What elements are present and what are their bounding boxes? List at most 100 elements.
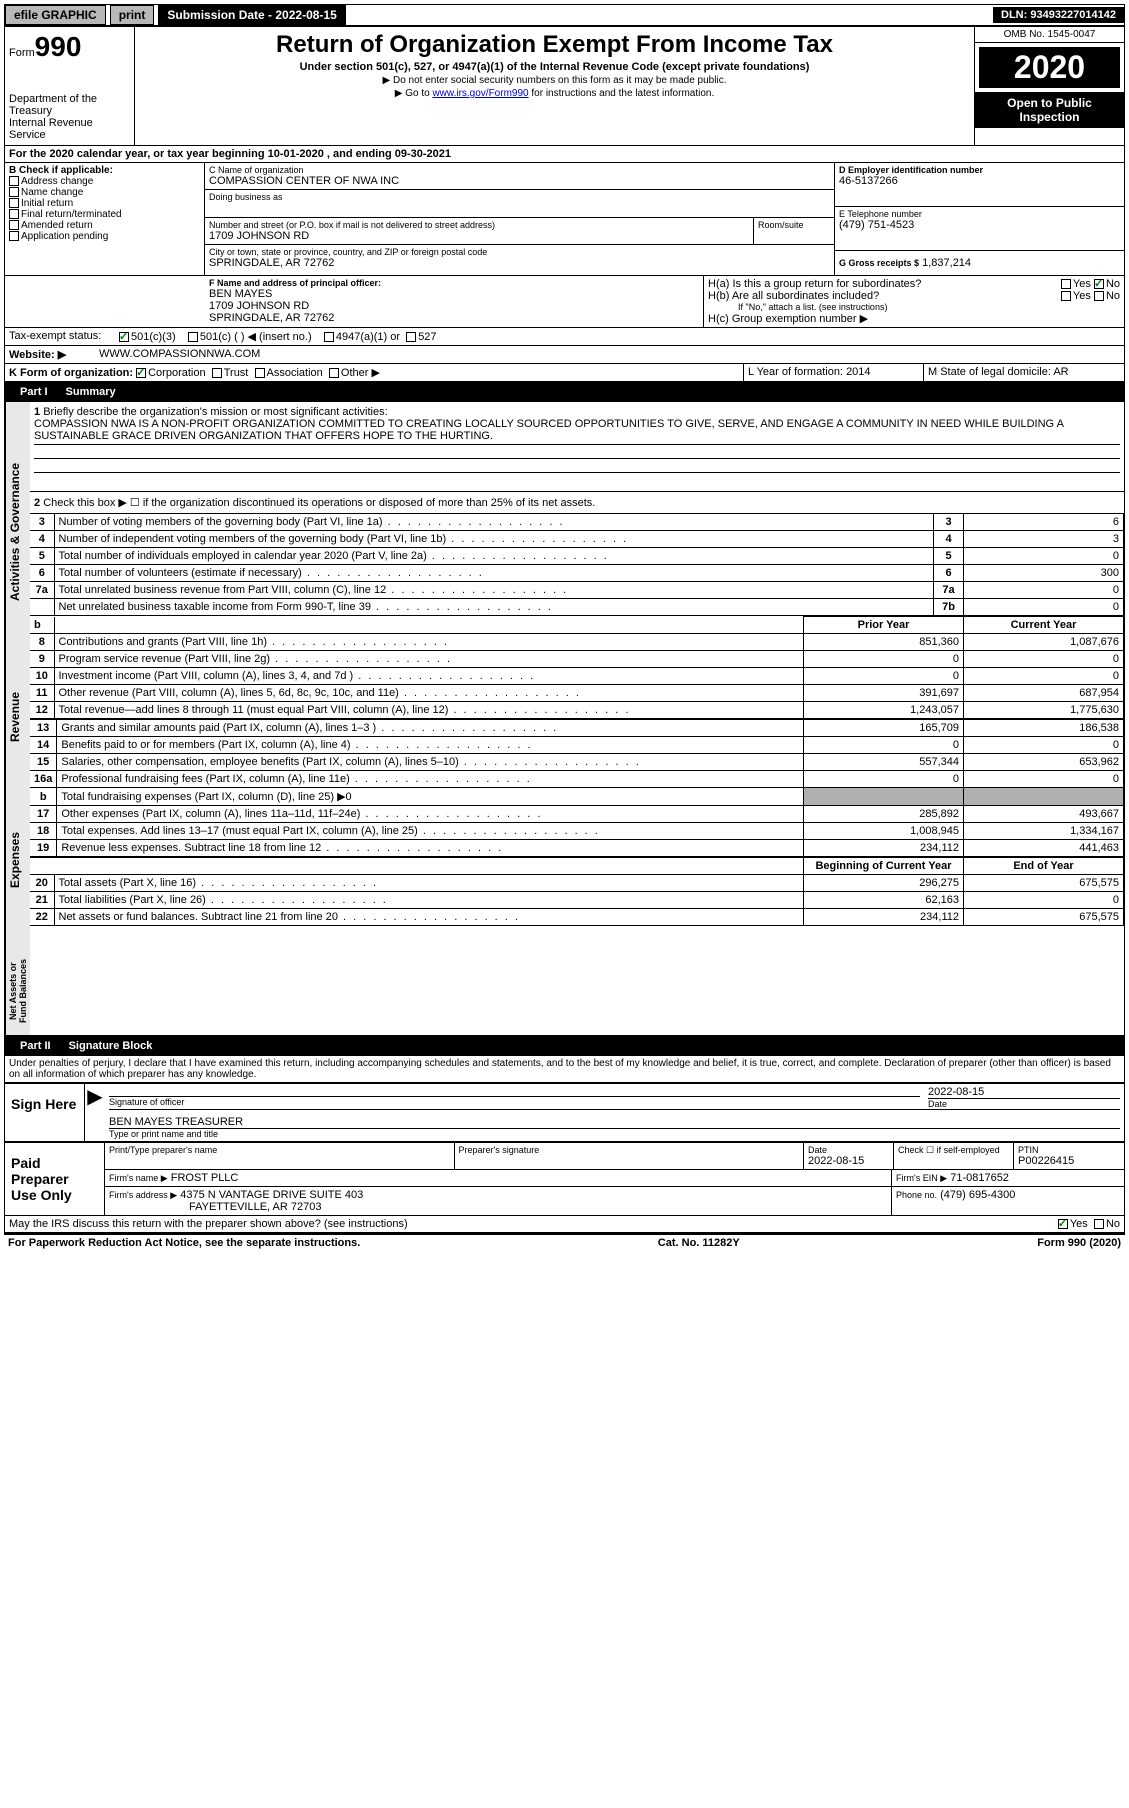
part1-title: Summary	[58, 384, 124, 400]
name-title-label: Type or print name and title	[109, 1128, 1120, 1139]
chk-address[interactable]	[9, 176, 19, 186]
j-label: Website: ▶	[5, 346, 95, 363]
chk-501c3[interactable]	[119, 332, 129, 342]
chk-corp[interactable]	[136, 368, 146, 378]
yes-label: Yes	[1070, 1218, 1088, 1230]
part2-box: Part II	[10, 1038, 61, 1054]
part2-title: Signature Block	[61, 1038, 161, 1054]
k-block: K Form of organization: Corporation Trus…	[5, 364, 744, 381]
ha-label: H(a) Is this a group return for subordin…	[708, 278, 921, 290]
c-name-label: C Name of organization	[209, 165, 830, 175]
j-row: Website: ▶ WWW.COMPASSIONNWA.COM	[4, 346, 1125, 364]
paid-label: Paid Preparer Use Only	[5, 1143, 105, 1215]
phone: (479) 751-4523	[839, 219, 1120, 231]
table-row: Net unrelated business taxable income fr…	[30, 599, 1124, 616]
table-row: 10Investment income (Part VIII, column (…	[30, 668, 1124, 685]
b-item: Address change	[21, 176, 93, 187]
chk-amended[interactable]	[9, 220, 19, 230]
opt: 527	[418, 331, 436, 343]
footer-mid: Cat. No. 11282Y	[658, 1237, 740, 1249]
firm-ein-label: Firm's EIN ▶	[896, 1173, 947, 1183]
form-subtitle: Under section 501(c), 527, or 4947(a)(1)…	[139, 61, 970, 73]
print-button[interactable]: print	[110, 5, 155, 25]
header-right: OMB No. 1545-0047 2020 Open to Public In…	[974, 27, 1124, 145]
m-block: M State of legal domicile: AR	[924, 364, 1124, 381]
i-row: Tax-exempt status: 501(c)(3) 501(c) ( ) …	[4, 328, 1125, 346]
table-row: 19Revenue less expenses. Subtract line 1…	[30, 840, 1124, 857]
opt: Trust	[224, 367, 249, 379]
e-label: E Telephone number	[839, 209, 1120, 219]
form-label: Form	[9, 47, 35, 59]
chk-trust[interactable]	[212, 368, 222, 378]
vlabel-activities: Activities & Governance	[5, 402, 30, 662]
table-row: 5Total number of individuals employed in…	[30, 548, 1124, 565]
topbar: efile GRAPHIC print Submission Date - 20…	[4, 4, 1125, 26]
form-title: Return of Organization Exempt From Incom…	[139, 31, 970, 59]
vlabel-net: Net Assets or Fund Balances	[5, 947, 30, 1035]
table-row: 21Total liabilities (Part X, line 26)62,…	[30, 892, 1124, 909]
ag-table: 3Number of voting members of the governi…	[30, 513, 1124, 616]
table-row: 14Benefits paid to or for members (Part …	[30, 737, 1124, 754]
ptin: P00226415	[1018, 1155, 1120, 1167]
form-id-box: Form990 Department of the Treasury Inter…	[5, 27, 135, 145]
i-label: Tax-exempt status:	[5, 328, 115, 345]
gross-receipts: 1,837,214	[922, 257, 971, 269]
chk-assoc[interactable]	[255, 368, 265, 378]
klm-row: K Form of organization: Corporation Trus…	[4, 364, 1125, 382]
chk-final[interactable]	[9, 209, 19, 219]
firm-name: FROST PLLC	[171, 1172, 239, 1184]
irs-link[interactable]: www.irs.gov/Form990	[432, 88, 528, 99]
entity-block: B Check if applicable: Address change Na…	[4, 163, 1125, 276]
chk-name[interactable]	[9, 187, 19, 197]
period-row: For the 2020 calendar year, or tax year …	[4, 146, 1125, 163]
opt: Corporation	[148, 367, 205, 379]
firm-addr-label: Firm's address ▶	[109, 1190, 177, 1200]
header-mid: Return of Organization Exempt From Incom…	[135, 27, 974, 145]
form-note2: ▶ Go to www.irs.gov/Form990 for instruct…	[139, 88, 970, 99]
no-label: No	[1106, 290, 1120, 302]
i-opts: 501(c)(3) 501(c) ( ) ◀ (insert no.) 4947…	[115, 328, 1124, 345]
b-item: Application pending	[21, 231, 108, 242]
l-label: L Year of formation:	[748, 366, 843, 378]
firm-phone-label: Phone no.	[896, 1190, 937, 1200]
hb-yes[interactable]	[1061, 291, 1071, 301]
l-block: L Year of formation: 2014	[744, 364, 924, 381]
ha-yes[interactable]	[1061, 279, 1071, 289]
perjury-text: Under penalties of perjury, I declare th…	[4, 1056, 1125, 1083]
table-row: 6Total number of volunteers (estimate if…	[30, 565, 1124, 582]
firm-addr2: FAYETTEVILLE, AR 72703	[109, 1201, 887, 1213]
officer-addr2: SPRINGDALE, AR 72762	[209, 312, 699, 324]
table-row: 7aTotal unrelated business revenue from …	[30, 582, 1124, 599]
yes-label: Yes	[1073, 278, 1091, 290]
period-a: For the 2020 calendar year, or tax year …	[5, 146, 1124, 162]
form-note1: ▶ Do not enter social security numbers o…	[139, 75, 970, 86]
discuss-yes[interactable]	[1058, 1219, 1068, 1229]
addr-label: Number and street (or P.O. box if mail i…	[209, 220, 749, 230]
chk-501c[interactable]	[188, 332, 198, 342]
chk-pending[interactable]	[9, 231, 19, 241]
sig-date: 2022-08-15	[928, 1086, 1120, 1098]
col-begin: Beginning of Current Year	[804, 858, 964, 875]
officer-name: BEN MAYES	[209, 288, 699, 300]
prep-name-label: Print/Type preparer's name	[109, 1145, 450, 1155]
tax-year: 2020	[975, 43, 1124, 92]
table-row: 11Other revenue (Part VIII, column (A), …	[30, 685, 1124, 702]
table-row: 16aProfessional fundraising fees (Part I…	[30, 771, 1124, 788]
chk-527[interactable]	[406, 332, 416, 342]
no-label: No	[1106, 278, 1120, 290]
chk-4947[interactable]	[324, 332, 334, 342]
ha-no[interactable]	[1094, 279, 1104, 289]
omb-number: OMB No. 1545-0047	[975, 27, 1124, 43]
sign-here-block: Sign Here ▶ Signature of officer 2022-08…	[4, 1083, 1125, 1143]
f-block: F Name and address of principal officer:…	[205, 276, 704, 327]
chk-other[interactable]	[329, 368, 339, 378]
discuss-no[interactable]	[1094, 1219, 1104, 1229]
col-end: End of Year	[964, 858, 1124, 875]
footer-right: Form 990 (2020)	[1037, 1237, 1121, 1249]
city-label: City or town, state or province, country…	[209, 247, 830, 257]
chk-initial[interactable]	[9, 198, 19, 208]
f-h-row: F Name and address of principal officer:…	[4, 276, 1125, 328]
part2-header: Part II Signature Block	[4, 1036, 1125, 1056]
hb-no[interactable]	[1094, 291, 1104, 301]
dept-label: Department of the Treasury Internal Reve…	[9, 93, 130, 141]
